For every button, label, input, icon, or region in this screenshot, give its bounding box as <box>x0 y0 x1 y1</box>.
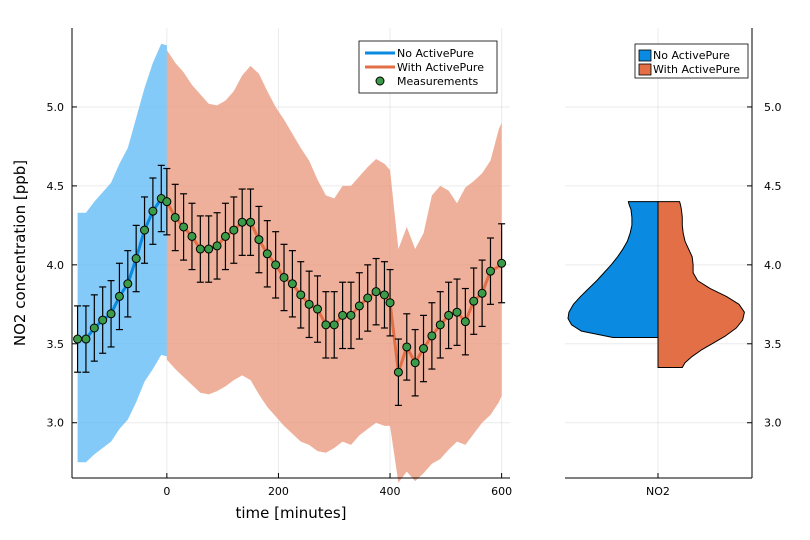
legend-label-with-activepure: With ActivePure <box>397 61 484 74</box>
violin-tick-labels: NO2 3.0 3.5 4.0 4.5 5.0 <box>646 101 781 498</box>
measurement-point <box>393 367 403 377</box>
measurement-point <box>304 299 314 309</box>
y-tick-label: 4.0 <box>764 259 782 272</box>
measurement-point <box>321 320 331 330</box>
measurement-point <box>410 358 420 368</box>
measurement-point <box>170 212 180 222</box>
measurement-point <box>220 231 230 241</box>
violin-axes <box>565 28 753 479</box>
measurement-point <box>195 244 205 254</box>
y-tick-label: 4.0 <box>47 259 65 272</box>
legend-label-no-activepure: No ActivePure <box>653 49 730 62</box>
measurement-point <box>385 298 395 308</box>
measurement-point <box>229 225 239 235</box>
measurement-point <box>477 288 487 298</box>
x-tick-label: NO2 <box>646 485 670 498</box>
band-no-activepure <box>77 43 167 463</box>
legend-box <box>634 43 749 79</box>
y-tick-label: 4.5 <box>47 180 65 193</box>
measurement-point <box>354 301 364 311</box>
measurement-point <box>237 217 247 227</box>
measurement-point <box>346 310 356 320</box>
time-series-panel: 0 200 400 600 3.0 3.5 4.0 4.5 5.0 time [minutes]… <box>11 28 512 522</box>
legend-label-with-activepure: With ActivePure <box>653 63 740 76</box>
measurement-point <box>338 310 348 320</box>
measurement-point <box>106 309 116 319</box>
measurement-point <box>427 331 437 341</box>
measurement-point <box>402 342 412 352</box>
x-tick-label: 400 <box>380 485 401 498</box>
measurement-point <box>271 260 281 270</box>
measurement-point <box>296 290 306 300</box>
violin-half-with-activepure <box>657 201 745 368</box>
measurement-point <box>469 296 479 306</box>
measurement-point <box>81 334 91 344</box>
y-tick-label: 3.5 <box>47 338 65 351</box>
measurement-point <box>246 217 256 227</box>
measurement-point <box>131 254 141 264</box>
measurement-point <box>435 320 445 330</box>
violin-half-no-activepure <box>567 201 659 338</box>
legend-swatch-measurements <box>375 76 385 86</box>
measurement-point <box>497 258 507 268</box>
measurement-point <box>419 344 429 354</box>
y-tick-label: 5.0 <box>764 101 782 114</box>
time-series-tick-labels: 0 200 400 600 3.0 3.5 4.0 4.5 5.0 <box>47 101 513 498</box>
measurement-point <box>89 323 99 333</box>
measurement-point <box>279 272 289 282</box>
measurement-point <box>379 290 389 300</box>
measurement-point <box>371 287 381 297</box>
measurement-point <box>187 231 197 241</box>
split-violin <box>567 201 745 368</box>
measurement-point <box>73 334 83 344</box>
y-tick-label: 3.0 <box>47 417 65 430</box>
y-axis-label: NO2 concentration [ppb] <box>11 160 29 346</box>
y-tick-label: 5.0 <box>47 101 65 114</box>
measurement-point <box>162 197 172 207</box>
x-tick-label: 0 <box>163 485 170 498</box>
measurement-point <box>460 317 470 327</box>
measurement-point <box>363 293 373 303</box>
measurement-point <box>485 266 495 276</box>
measurement-point <box>140 225 150 235</box>
measurement-point <box>313 304 323 314</box>
legend-swatch-with-activepure <box>638 63 652 76</box>
measurement-point <box>287 279 297 289</box>
time-series-axes <box>71 28 510 479</box>
confidence-bands <box>77 43 502 483</box>
measurement-point <box>148 206 158 216</box>
x-tick-label: 600 <box>491 485 512 498</box>
measurement-point <box>212 241 222 251</box>
legend-swatch-no-activepure <box>638 49 652 62</box>
measurement-point <box>262 249 272 259</box>
y-tick-label: 3.0 <box>764 417 782 430</box>
measurement-point <box>329 320 339 330</box>
legend-label-measurements: Measurements <box>397 75 479 88</box>
measurement-point <box>254 235 264 245</box>
measurement-points <box>73 194 507 377</box>
x-axis-label: time [minutes] <box>235 504 346 522</box>
measurement-point <box>444 310 454 320</box>
measurement-point <box>123 279 133 289</box>
band-with-activepure <box>166 50 502 483</box>
legend-label-no-activepure: No ActivePure <box>397 47 474 60</box>
measurement-point <box>98 315 108 325</box>
y-tick-label: 4.5 <box>764 180 782 193</box>
x-tick-label: 200 <box>268 485 289 498</box>
measurement-point <box>452 307 462 317</box>
measurement-point <box>179 222 189 232</box>
measurement-point <box>204 244 214 254</box>
y-tick-label: 3.5 <box>764 338 782 351</box>
measurement-point <box>114 291 124 301</box>
